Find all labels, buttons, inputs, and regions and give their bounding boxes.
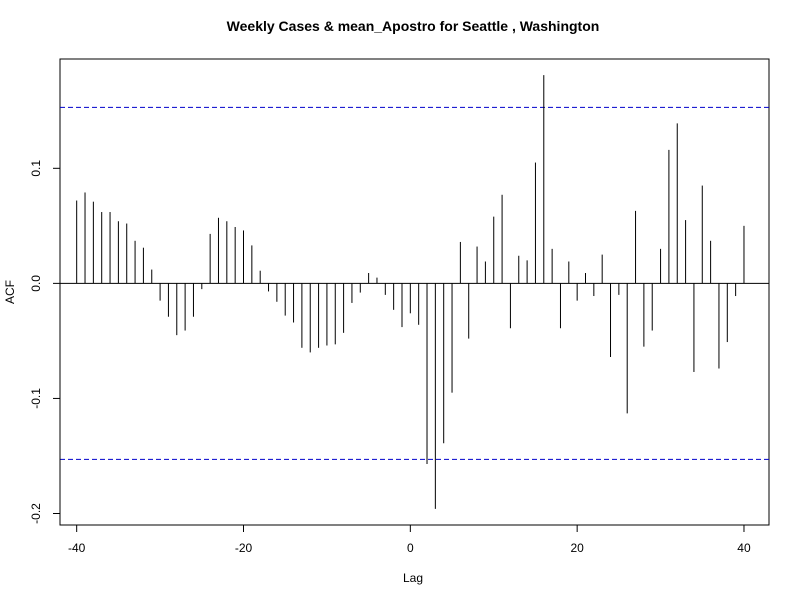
x-axis-label: Lag — [403, 571, 423, 585]
x-tick-label: 20 — [570, 541, 584, 555]
chart-title: Weekly Cases & mean_Apostro for Seattle … — [227, 18, 600, 34]
plot-area — [59, 58, 770, 526]
x-tick-label: 40 — [737, 541, 751, 555]
x-tick-label: -20 — [235, 541, 253, 555]
y-tick-label: -0.1 — [29, 388, 43, 409]
x-tick-label: -40 — [68, 541, 86, 555]
y-axis-label: ACF — [3, 280, 17, 304]
y-tick-label: -0.2 — [29, 503, 43, 524]
y-tick-label: 0.0 — [29, 275, 43, 292]
x-tick-label: 0 — [407, 541, 414, 555]
y-axis: -0.2 -0.1 0.0 0.1 — [29, 160, 61, 524]
acf-bars — [60, 75, 769, 509]
x-axis: -40 -20 0 20 40 — [68, 524, 751, 555]
y-tick-label: 0.1 — [29, 160, 43, 177]
